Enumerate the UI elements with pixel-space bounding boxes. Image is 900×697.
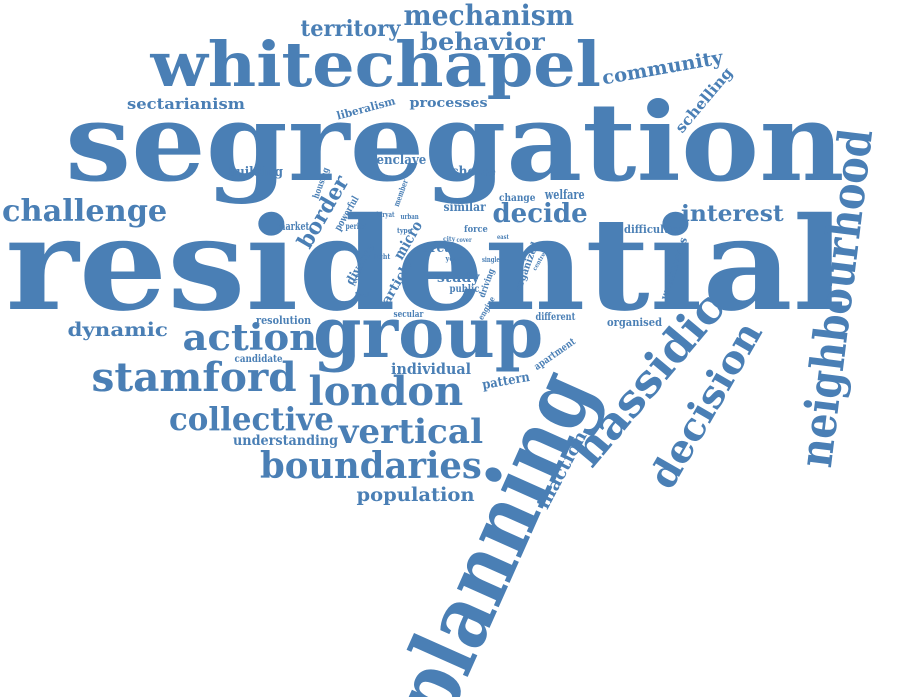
word-challenge: challenge xyxy=(1,194,167,229)
word-mechanism: mechanism xyxy=(402,0,574,32)
word-area: area xyxy=(422,240,453,256)
word-level: level xyxy=(354,292,369,299)
word-residential: residential xyxy=(4,190,845,340)
word-urban: urban xyxy=(400,211,419,221)
word-public: public xyxy=(448,284,479,295)
word-cover: cover xyxy=(456,237,472,244)
word-type: type xyxy=(396,225,412,235)
word-segregation: segregation xyxy=(65,80,845,206)
word-study: study xyxy=(437,270,480,286)
word-similar: similar xyxy=(443,200,486,214)
word-territory: territory xyxy=(300,16,400,42)
word-city: city xyxy=(443,236,456,243)
word-single: single xyxy=(481,254,500,264)
word-change: change xyxy=(499,193,536,204)
word-fight: fight xyxy=(374,251,391,261)
word-processes: processes xyxy=(408,95,488,111)
word-sectarianism: sectarianism xyxy=(126,94,246,113)
word-dynamic: dynamic xyxy=(66,318,168,341)
word-market: market xyxy=(277,219,310,233)
word-whitechapel: whitechapel xyxy=(149,28,601,101)
word-east: east xyxy=(496,234,509,241)
word-period: period xyxy=(344,221,367,231)
word-welfare: welfare xyxy=(544,187,585,203)
word-choice: choice xyxy=(450,164,496,180)
word-stamford: stamford xyxy=(91,354,297,401)
word-vertical: vertical xyxy=(338,412,484,452)
word-secular: secular xyxy=(392,309,423,320)
word-behavior: behavior xyxy=(419,27,545,56)
word-population: population xyxy=(356,483,475,506)
word-year: year xyxy=(444,253,461,263)
word-candidate: candidate xyxy=(233,354,283,365)
word-kiryat: kiryat xyxy=(376,209,395,219)
word-force: force xyxy=(463,224,488,235)
word-interest: interest xyxy=(680,201,784,227)
word-organised: organised xyxy=(606,315,662,329)
word-resolution: resolution xyxy=(255,313,311,327)
word-individual: individual xyxy=(391,359,472,378)
word-understanding: understanding xyxy=(232,433,338,449)
word-decide: decide xyxy=(492,199,588,229)
word-collective: collective xyxy=(168,400,334,438)
word-enclave: enclave xyxy=(375,152,426,168)
word-group: group xyxy=(313,291,544,374)
word-action: action xyxy=(182,317,318,359)
word-london: london xyxy=(308,368,464,415)
word-different: different xyxy=(534,312,575,323)
word-boundaries: boundaries xyxy=(260,445,482,487)
word-difficulties: difficulties xyxy=(624,222,685,236)
word-building: building xyxy=(227,164,283,180)
